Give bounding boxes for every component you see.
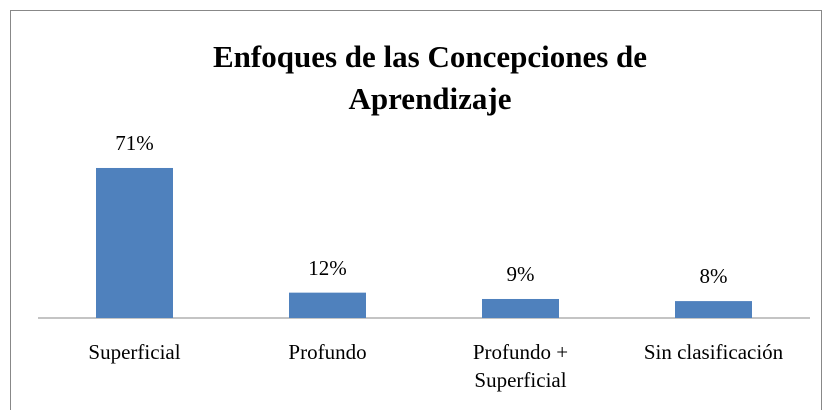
value-label: 12%	[308, 255, 347, 280]
value-label: 71%	[115, 130, 154, 155]
bar	[289, 292, 366, 318]
value-label: 8%	[699, 264, 728, 289]
bar	[482, 298, 559, 318]
bar	[675, 301, 752, 318]
x-tick-label: Sin clasificación	[643, 340, 784, 364]
chart-title: Enfoques de las Concepciones de Aprendiz…	[212, 39, 648, 116]
x-tick-label: Superficial	[88, 340, 181, 364]
x-tick-label: Profundo	[288, 340, 367, 364]
chart-frame	[10, 10, 822, 410]
bar	[96, 167, 173, 318]
x-tick-label: Profundo + Superficial	[472, 340, 569, 392]
value-label: 9%	[506, 261, 535, 286]
